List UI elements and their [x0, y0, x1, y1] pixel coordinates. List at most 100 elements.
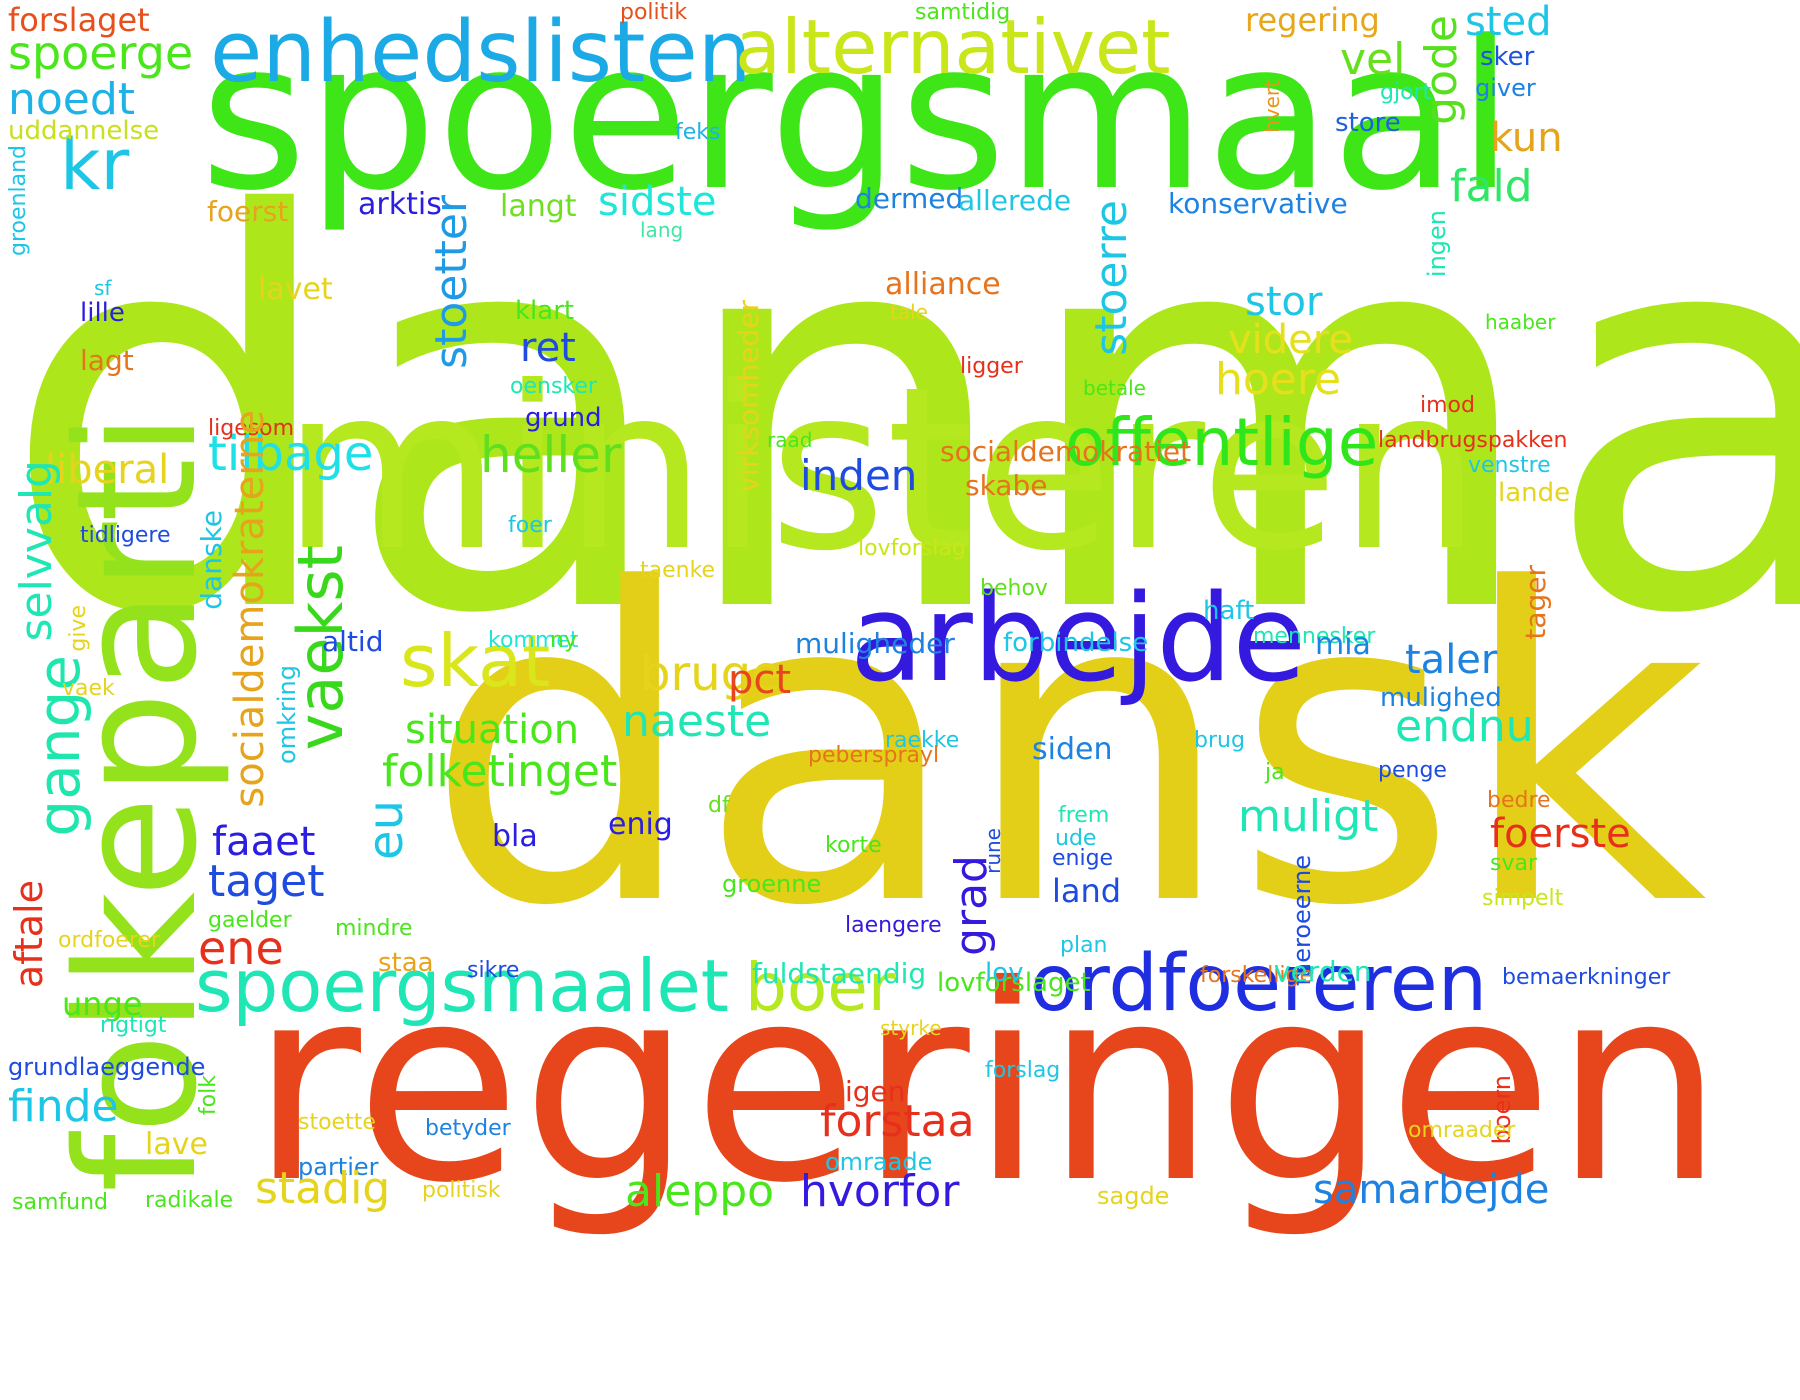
- word-store: store: [1335, 108, 1401, 138]
- word-ingen: ingen: [1423, 210, 1451, 278]
- word-penge: penge: [1378, 758, 1447, 783]
- word-hvorfor: hvorfor: [800, 1166, 960, 1217]
- word-finde: finde: [8, 1081, 119, 1132]
- word-stadig: stadig: [255, 1163, 391, 1214]
- word-endnu: endnu: [1395, 701, 1534, 752]
- word-betale: betale: [1083, 376, 1146, 400]
- word-sidste: sidste: [598, 179, 717, 225]
- word-politik: politik: [620, 0, 688, 25]
- word-spoerge: spoerge: [8, 26, 194, 80]
- word-faaet: faaet: [212, 819, 316, 865]
- word-aleppo: aleppo: [625, 1166, 775, 1217]
- word-selvvalg: selvvalg: [11, 460, 62, 642]
- word-siden: siden: [1032, 732, 1113, 767]
- word-lavet: lavet: [258, 272, 333, 307]
- word-ordfoerer: ordfoerer: [58, 928, 160, 953]
- word-svar: svar: [1490, 851, 1538, 876]
- word-sf: sf: [94, 276, 112, 300]
- word-plan: plan: [1060, 933, 1108, 958]
- word-forbindelse: forbindelse: [1003, 628, 1149, 658]
- word-gjort: gjort: [1380, 80, 1432, 105]
- word-lande: lande: [1498, 478, 1571, 508]
- word-tidligere: tidligere: [80, 523, 171, 548]
- word-danmark: danmark: [0, 104, 1800, 732]
- word-lille: lille: [80, 298, 125, 328]
- word-dermed: dermed: [855, 182, 964, 215]
- word-samfund: samfund: [12, 1190, 108, 1215]
- word-behov: behov: [980, 576, 1048, 601]
- word-foerste: foerste: [1490, 811, 1631, 857]
- word-stor: stor: [1245, 279, 1323, 325]
- word-kommet: kommet: [488, 628, 579, 653]
- word-land: land: [1052, 872, 1122, 910]
- word-grund: grund: [525, 403, 602, 433]
- word-ny: ny: [550, 628, 577, 653]
- word-mennesker: mennesker: [1253, 624, 1376, 649]
- word-ude: ude: [1055, 826, 1097, 851]
- word-inden: inden: [800, 451, 918, 500]
- word-landbrugspakken: landbrugspakken: [1378, 428, 1568, 453]
- word-mia: mia: [1315, 627, 1371, 662]
- word-alternativet: alternativet: [735, 3, 1171, 91]
- word-pebersprayl: pebersprayl: [808, 743, 940, 768]
- word-giver: giver: [1475, 74, 1536, 102]
- word-fuldstaendig: fuldstaendig: [752, 957, 927, 990]
- word-samtidig: samtidig: [915, 0, 1011, 25]
- word-liberal: liberal: [45, 447, 170, 493]
- word-bemaerkninger: bemaerkninger: [1502, 965, 1671, 990]
- word-offentlige: offentlige: [1065, 404, 1379, 481]
- word-rigtigt: rigtigt: [100, 1013, 167, 1038]
- word-tale: tale: [890, 300, 928, 324]
- word-pct: pct: [728, 657, 792, 703]
- word-taenke: taenke: [640, 558, 716, 583]
- word-haaber: haaber: [1485, 310, 1556, 334]
- word-arktis: arktis: [358, 187, 442, 222]
- word-forskellige: forskellige: [1200, 963, 1314, 988]
- word-lov: lov: [985, 958, 1024, 988]
- word-gode: gode: [1416, 15, 1467, 125]
- word-staa: staa: [378, 948, 434, 978]
- word-sker: sker: [1480, 42, 1535, 72]
- word-spoergsmaalet: spoergsmaalet: [195, 944, 730, 1028]
- word-igen: igen: [845, 1075, 906, 1108]
- word-rune: rune: [981, 828, 1005, 874]
- word-hoere: hoere: [1215, 354, 1342, 405]
- word-radikale: radikale: [145, 1188, 234, 1213]
- word-partier: partier: [298, 1153, 379, 1181]
- word-oensker: oensker: [510, 374, 597, 399]
- word-ordfoereren: ordfoereren: [1030, 939, 1488, 1029]
- word-omraade: omraade: [825, 1148, 933, 1176]
- word-enhedslisten: enhedslisten: [210, 3, 752, 102]
- word-df: df: [708, 793, 730, 818]
- word-muligheder: muligheder: [795, 627, 955, 660]
- word-klart: klart: [515, 296, 575, 326]
- word-ret: ret: [520, 325, 576, 371]
- word-imod: imod: [1420, 393, 1475, 418]
- word-give: give: [66, 605, 91, 652]
- word-raad: raad: [767, 428, 813, 452]
- word-socialdemokratiet: socialdemokratiet: [940, 435, 1192, 468]
- word-ministeren: ministeren: [282, 339, 1482, 601]
- word-ligesom: ligesom: [208, 416, 295, 441]
- word-sted: sted: [1465, 0, 1552, 45]
- word-stoerre: stoerre: [1086, 200, 1137, 356]
- word-altid: altid: [322, 625, 384, 658]
- word-eu: eu: [358, 800, 414, 860]
- word-samarbejde: samarbejde: [1313, 1167, 1550, 1213]
- word-muligt: muligt: [1238, 791, 1379, 842]
- word-bruge: bruge: [640, 646, 781, 702]
- word-arbejde: arbejde: [850, 570, 1307, 709]
- word-forslag: forslag: [985, 1058, 1061, 1083]
- word-videre: videre: [1228, 317, 1353, 363]
- word-unge: unge: [62, 985, 143, 1023]
- word-lovforslag: lovforslag: [858, 536, 966, 561]
- word-taler: taler: [1405, 637, 1498, 683]
- word-politisk: politisk: [422, 1178, 501, 1203]
- word-folk: folk: [196, 1075, 221, 1116]
- word-styrke: styrke: [880, 1016, 942, 1040]
- word-lang: lang: [640, 218, 684, 242]
- word-laengere: laengere: [845, 913, 942, 938]
- word-konservative: konservative: [1168, 187, 1348, 220]
- word-brug: brug: [1194, 728, 1245, 753]
- word-ene: ene: [198, 921, 284, 975]
